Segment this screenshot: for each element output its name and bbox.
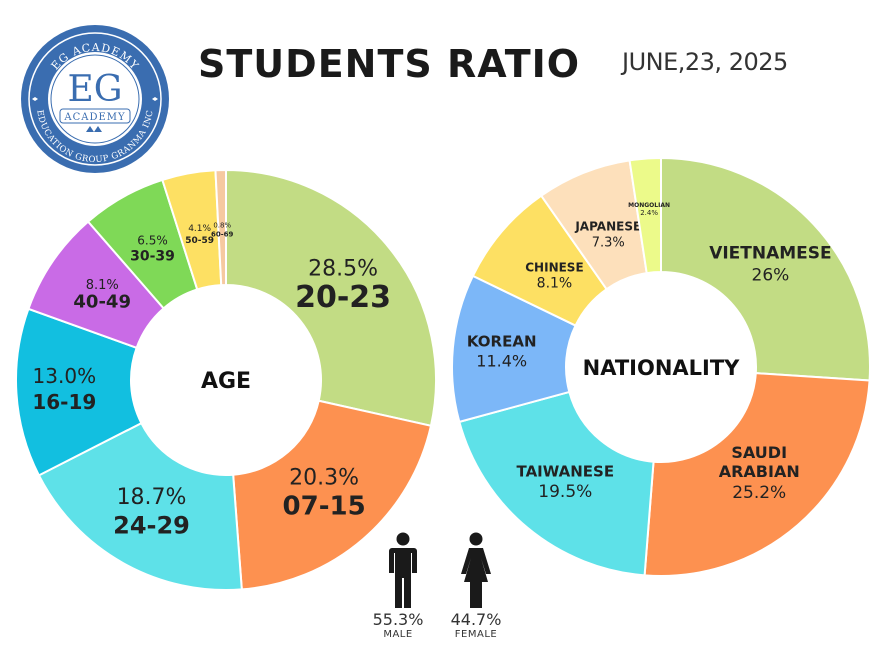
nationality-slice-taiwanese <box>458 390 655 577</box>
logo-monogram: EG <box>67 69 122 110</box>
nationality-slice-saudi-arabian <box>643 372 870 577</box>
male-label: MALE <box>383 629 413 640</box>
age-slice-16-19 <box>15 307 143 477</box>
nationality-label-taiwanese1: 19.5% <box>538 482 592 502</box>
age-center-label: AGE <box>201 369 251 394</box>
age-pct-20-230: 28.5% <box>308 257 378 282</box>
age-pct-30-390: 6.5% <box>137 233 168 247</box>
age-slice-20-23 <box>225 168 437 428</box>
ship-icon <box>86 126 102 132</box>
age-label-16-191: 16-19 <box>32 390 96 414</box>
age-slice-07-15 <box>232 399 433 591</box>
male-percentage: 55.3% <box>372 610 424 629</box>
nationality-label-taiwanese0: TAIWANESE <box>517 463 615 481</box>
nationality-slice-vietnamese <box>660 156 870 382</box>
age-pct-24-290: 18.7% <box>117 485 187 510</box>
eg-academy-logo: EG ACADEMY EDUCATION GROUP GRANMA INC EG… <box>21 25 169 173</box>
age-pct-16-190: 13.0% <box>33 364 97 388</box>
age-label-40-491: 40-49 <box>73 292 131 313</box>
nationality-label-saudi-arabian2: 25.2% <box>732 483 786 503</box>
age-pct-07-150: 20.3% <box>289 465 359 490</box>
age-slice-24-29 <box>37 421 243 591</box>
logo-ribbon-text: ACADEMY <box>63 112 125 123</box>
nationality-label-mongolian1: 2.4% <box>640 209 658 217</box>
age-pct-60-690: 0.8% <box>213 222 231 230</box>
male-person-icon <box>389 532 417 608</box>
nationality-label-korean1: 11.4% <box>476 351 527 370</box>
age-label-60-691: 60-69 <box>211 231 234 239</box>
male-stat: 55.3% MALE <box>363 610 433 640</box>
nationality-label-chinese0: CHINESE <box>525 260 583 274</box>
nationality-label-chinese1: 8.1% <box>537 276 573 292</box>
nationality-label-japanese1: 7.3% <box>592 236 625 251</box>
female-stat: 44.7% FEMALE <box>441 610 511 640</box>
age-label-24-291: 24-29 <box>113 511 190 539</box>
age-label-07-151: 07-15 <box>283 491 366 521</box>
nationality-center-label: NATIONALITY <box>583 356 741 380</box>
female-percentage: 44.7% <box>450 610 502 629</box>
age-pct-40-490: 8.1% <box>86 278 119 293</box>
report-date: JUNE,23, 2025 <box>622 48 788 76</box>
nationality-label-vietnamese0: VIETNAMESE <box>709 243 831 263</box>
age-label-30-391: 30-39 <box>130 249 175 265</box>
age-label-20-231: 20-23 <box>295 280 391 315</box>
age-slice-60-69 <box>214 168 227 287</box>
nationality-label-saudi-arabian0: SAUDI <box>731 443 787 462</box>
nationality-slice-mongolian <box>628 156 662 275</box>
nationality-label-saudi-arabian1: ARABIAN <box>719 462 800 481</box>
age-label-50-591: 50-59 <box>185 236 214 246</box>
nationality-label-mongolian0: MONGOLIAN <box>628 202 670 209</box>
nationality-label-japanese0: JAPANESE <box>574 220 641 234</box>
female-label: FEMALE <box>454 629 498 640</box>
nationality-label-vietnamese1: 26% <box>752 266 790 286</box>
page-title: STUDENTS RATIO <box>198 42 581 86</box>
nationality-label-korean0: KOREAN <box>467 333 537 351</box>
female-person-icon <box>461 532 491 608</box>
age-pct-50-590: 4.1% <box>188 224 211 234</box>
